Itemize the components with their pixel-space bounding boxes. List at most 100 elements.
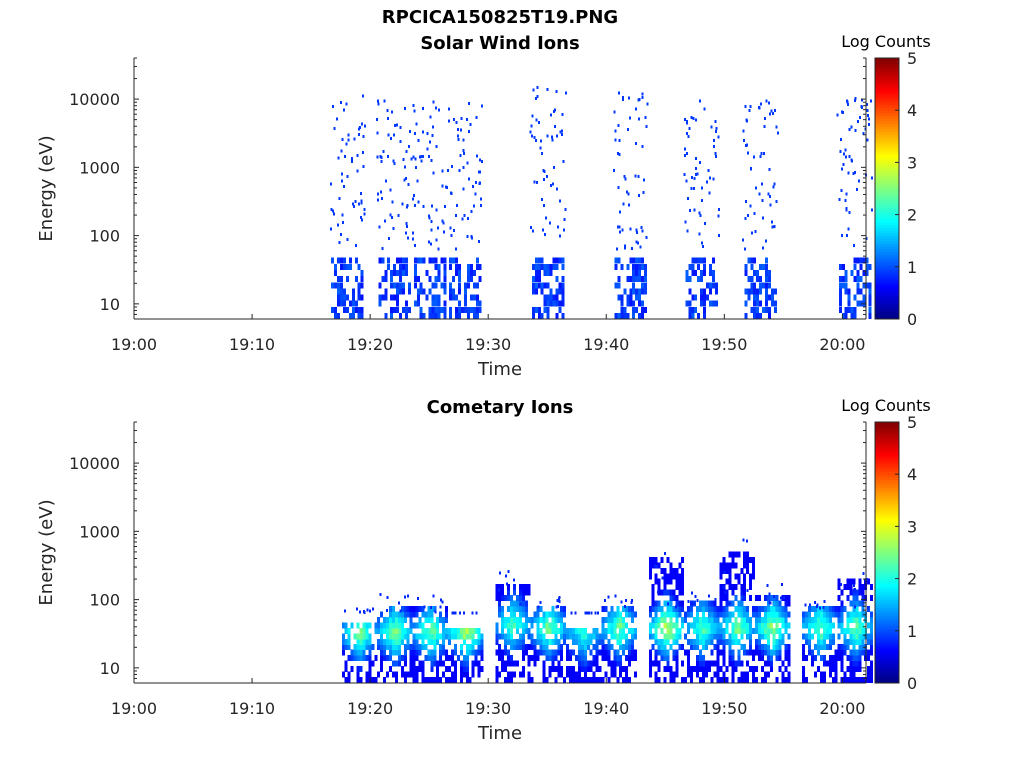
data-cell [564, 207, 567, 211]
data-cell [449, 294, 453, 301]
data-cell [862, 294, 866, 301]
data-cell [427, 606, 431, 613]
data-cell [657, 644, 661, 651]
data-cell [507, 627, 511, 634]
colorbar-segment [875, 84, 899, 88]
data-cell [340, 282, 344, 289]
data-cell [428, 214, 431, 218]
data-cell [416, 276, 420, 283]
data-cell [632, 306, 636, 313]
data-cell [340, 300, 344, 307]
data-cell [749, 578, 753, 585]
data-cell [409, 644, 413, 651]
data-cell [620, 306, 624, 313]
data-cell [675, 573, 679, 580]
data-cell [403, 671, 407, 678]
data-cell [472, 294, 476, 301]
data-cell [400, 638, 404, 645]
data-cell [808, 627, 812, 634]
data-cell [521, 644, 525, 651]
data-cell [474, 638, 478, 645]
data-cell [678, 633, 682, 640]
data-cell [507, 589, 511, 596]
data-cell [760, 677, 764, 683]
data-cell [630, 598, 633, 602]
data-cell [687, 611, 691, 618]
data-cell [845, 192, 848, 196]
data-cell [710, 633, 714, 640]
data-cell [398, 601, 401, 605]
data-cell [403, 633, 407, 640]
data-cell [719, 573, 723, 580]
data-cell [436, 666, 440, 673]
data-cell [586, 677, 590, 683]
data-cell [695, 633, 699, 640]
data-cell [558, 600, 561, 604]
data-cell [389, 638, 393, 645]
data-cell [431, 294, 435, 301]
data-cell [648, 666, 652, 673]
data-cell [638, 257, 642, 264]
data-cell [360, 313, 364, 319]
y-axis-label: Energy (eV) [36, 499, 57, 605]
data-cell [843, 671, 847, 678]
colorbar-segment [875, 279, 899, 284]
data-cell [704, 633, 708, 640]
data-cell [694, 157, 697, 161]
data-cell [744, 263, 748, 270]
data-cell [635, 240, 638, 244]
data-cell [613, 649, 617, 656]
data-cell [351, 288, 355, 295]
data-cell [478, 240, 481, 244]
data-cell [625, 644, 629, 651]
data-cell [765, 294, 769, 301]
data-cell [450, 165, 453, 169]
data-cell [462, 166, 465, 170]
data-cell [583, 644, 587, 651]
data-cell [583, 677, 587, 683]
data-cell [849, 616, 853, 623]
data-cell [342, 220, 345, 224]
data-cell [383, 644, 387, 651]
colorbar-segment [875, 180, 899, 184]
data-cell [703, 288, 707, 295]
data-cell [537, 257, 541, 264]
data-cell [510, 611, 514, 618]
data-cell [408, 145, 411, 149]
data-cell [451, 627, 455, 634]
colorbar-segment [875, 222, 899, 226]
data-cell [690, 677, 694, 683]
data-cell [855, 627, 859, 634]
data-cell [442, 221, 445, 225]
data-cell [722, 655, 726, 662]
data-cell [415, 165, 418, 169]
data-cell [672, 638, 676, 645]
data-cell [713, 600, 717, 607]
data-cell [594, 611, 597, 615]
data-cell [760, 622, 764, 629]
data-cell [844, 155, 847, 159]
data-cell [580, 666, 584, 673]
data-cell [818, 606, 821, 610]
data-cell [596, 611, 599, 615]
data-cell [354, 257, 358, 264]
data-cell [598, 677, 602, 683]
data-cell [838, 198, 841, 202]
data-cell [507, 677, 511, 683]
data-cell [814, 627, 818, 634]
data-cell [552, 263, 556, 270]
data-cell [618, 230, 621, 234]
data-cell [858, 677, 862, 683]
data-cell [675, 660, 679, 667]
data-cell [707, 666, 711, 673]
data-cell [356, 622, 360, 629]
data-cell [595, 644, 599, 651]
data-cell [561, 313, 565, 319]
data-cell [778, 633, 782, 640]
data-cell [849, 655, 853, 662]
data-cell [716, 638, 720, 645]
data-cell [371, 644, 375, 651]
data-cell [654, 638, 658, 645]
data-cell [616, 225, 619, 229]
data-cell [698, 616, 702, 623]
